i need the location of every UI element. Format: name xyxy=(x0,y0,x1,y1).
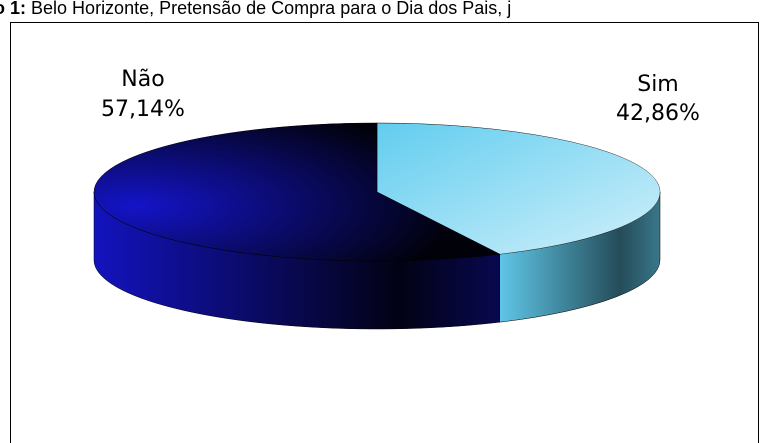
slice-label: Sim xyxy=(637,72,679,97)
slice-shade xyxy=(377,123,661,255)
slice-value: 57,14% xyxy=(101,97,185,122)
slice-value: 42,86% xyxy=(616,101,700,126)
chart-title: o 1: Belo Horizonte, Pretensão de Compra… xyxy=(0,0,511,18)
slice-shade xyxy=(94,123,500,261)
slice-side-shade xyxy=(94,192,500,329)
slice-side-shade xyxy=(499,192,660,323)
slice-label: Não xyxy=(121,67,164,92)
frame xyxy=(10,22,759,443)
pie xyxy=(93,122,661,330)
